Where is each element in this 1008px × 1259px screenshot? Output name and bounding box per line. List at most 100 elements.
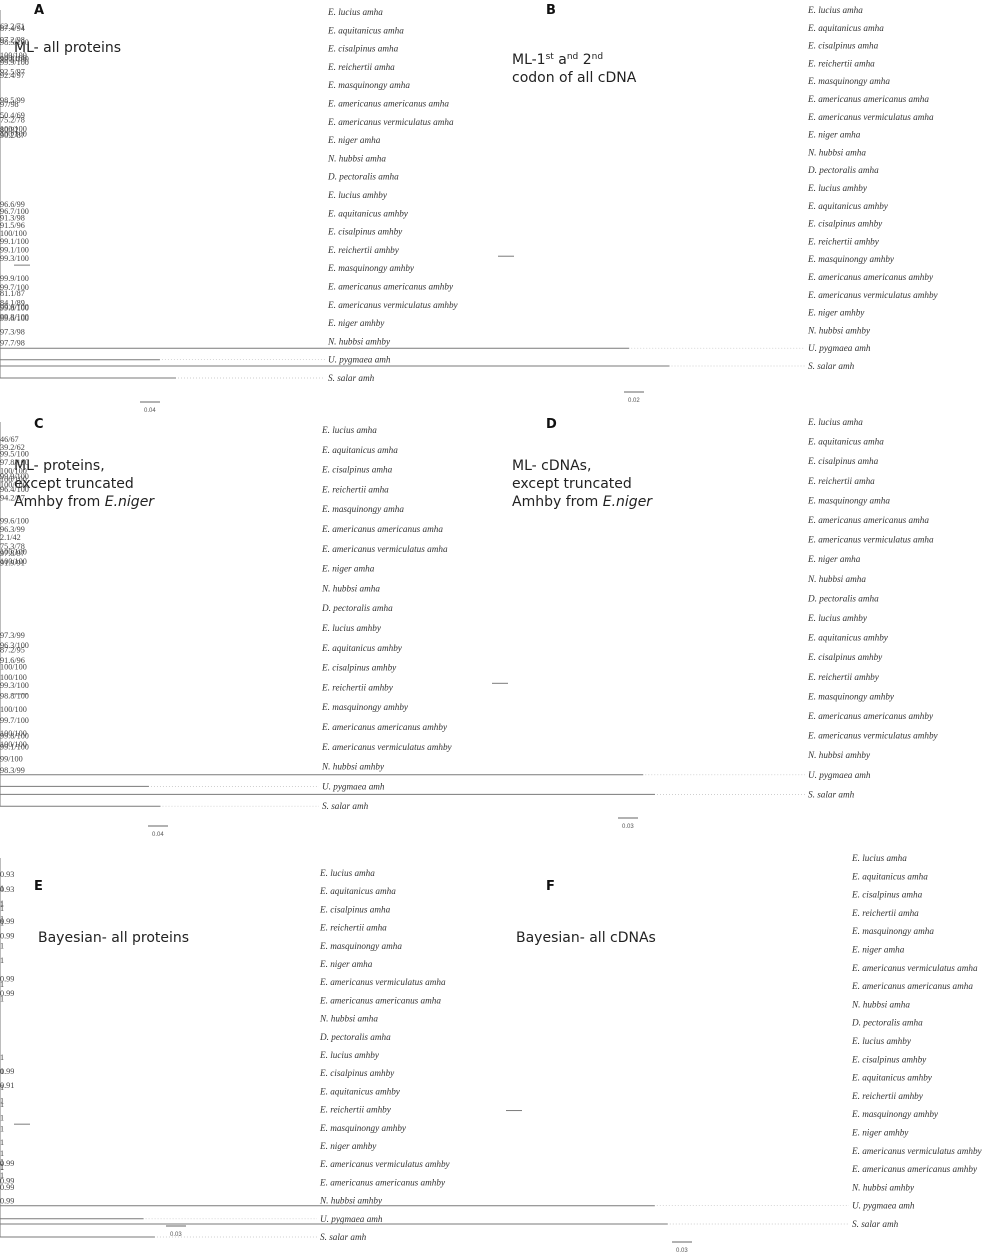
taxon-label: E. americanus vermiculatus amhby xyxy=(321,742,453,752)
support-value: 96.6/99 xyxy=(0,200,25,209)
panel-caption: ML- proteins, except truncated Amhby from … xyxy=(14,458,155,510)
support-value: 100/100 xyxy=(0,673,27,682)
taxon-label: E. aquitanicus amhby xyxy=(327,208,409,218)
caption-line: Amhby from xyxy=(512,494,603,510)
panel-a: A ML- all proteins E. lucius amha E. aquita… xyxy=(0,3,459,414)
taxon-label: E. lucius amhby xyxy=(851,1036,912,1046)
taxon-label: E. lucius amha xyxy=(807,417,863,427)
taxon-label: U. pygmaea amh xyxy=(808,343,871,353)
support-value: 1 xyxy=(0,994,4,1003)
support-value: 98.8/100 xyxy=(0,692,29,701)
taxon-label: N. hubbsi amha xyxy=(807,147,866,157)
taxon-label: E. cisalpinus amha xyxy=(319,904,391,914)
support-value: 99.9/100 xyxy=(0,58,29,67)
taxon-label: E. americanus americanus amha xyxy=(807,94,929,104)
support-value: 1 xyxy=(0,980,4,989)
support-value: 96.4/100 xyxy=(0,485,29,494)
taxon-label: E. cisalpinus amha xyxy=(807,41,879,51)
taxon-label: E. americanus americanus amhby xyxy=(807,272,934,282)
taxon-label: E. niger amhby xyxy=(319,1141,377,1151)
support-value: 1 xyxy=(0,1097,4,1106)
support-value: 100/100 xyxy=(0,548,27,557)
taxon-label: E. masquinongy amha xyxy=(807,495,890,505)
taxon-label: E. reichertii amhby xyxy=(807,236,880,246)
support-value: 100/100 xyxy=(0,705,27,714)
taxon-label: E. lucius amha xyxy=(321,425,377,435)
support-value: 99.8/100 xyxy=(0,304,29,313)
scale-bar-label: 0.02 xyxy=(628,398,640,404)
taxon-label: E. aquitanicus amhby xyxy=(321,643,403,653)
taxon-label: S. salar amh xyxy=(808,789,855,799)
caption-line: E. xyxy=(105,494,118,510)
taxon-label: E. masquinongy amha xyxy=(319,941,402,951)
taxon-label: S. salar amh xyxy=(320,1232,367,1242)
support-value: 0.99 xyxy=(0,932,14,941)
taxon-label: E. lucius amhby xyxy=(807,613,868,623)
taxon-label: E. niger amha xyxy=(327,135,381,145)
caption-line: except truncated xyxy=(512,476,632,492)
taxon-label: E. reichertii amhby xyxy=(851,1091,924,1101)
support-value: 92.4/97 xyxy=(0,71,25,80)
caption-line: Bayesian- all proteins xyxy=(38,930,189,946)
scale-bar-label: 0.03 xyxy=(622,824,634,830)
scale-bar-label: 0.03 xyxy=(170,1232,182,1238)
support-value: 0.99 xyxy=(0,1176,14,1185)
taxon-label: N. hubbsi amhby xyxy=(807,750,871,760)
support-value: 99.9/100 xyxy=(0,472,29,481)
taxon-label: N. hubbsi amhby xyxy=(327,336,391,346)
taxon-label: D. pectoralis amha xyxy=(319,1032,391,1042)
support-value: 99.1/100 xyxy=(0,237,29,246)
taxon-label: E. cisalpinus amha xyxy=(321,465,393,475)
taxon-label: D. pectoralis amha xyxy=(851,1018,923,1028)
support-value: 1 xyxy=(0,1138,4,1147)
taxon-label: E. lucius amha xyxy=(807,5,863,15)
taxon-label: E. aquitanicus amhby xyxy=(807,201,889,211)
support-value: 97/98 xyxy=(0,100,19,109)
support-value: 1 xyxy=(0,1158,4,1167)
support-value: 99.8/100 xyxy=(0,55,29,64)
taxon-label: E. americanus vermiculatus amhby xyxy=(851,1146,983,1156)
taxon-label: E. cisalpinus amhby xyxy=(807,652,883,662)
taxon-label: E. americanus americanus amhby xyxy=(327,282,454,292)
taxon-label: E. niger amhby xyxy=(807,308,865,318)
support-value: 0.99 xyxy=(0,1183,14,1192)
taxon-label: E. americanus vermiculatus amhby xyxy=(807,731,939,741)
support-value: 100/100 xyxy=(0,467,27,476)
support-value: 39.2/62 xyxy=(0,443,25,452)
panel-e: E Bayesian- all proteins E. lucius amha E. … xyxy=(0,868,451,1242)
taxon-label: E. aquitanicus amhby xyxy=(807,633,889,643)
support-value: 2.1/42 xyxy=(0,533,21,542)
support-value: 1 xyxy=(0,1149,4,1158)
taxon-label: E. americanus americanus amha xyxy=(851,981,973,991)
support-value: 0.93 xyxy=(0,870,14,879)
caption-line: E. xyxy=(603,494,616,510)
caption-line: ML- all proteins xyxy=(14,40,121,56)
caption-line: except truncated xyxy=(14,476,134,492)
taxon-label: E. americanus americanus amha xyxy=(321,524,443,534)
support-value: 50.4/69 xyxy=(0,111,25,120)
panel-caption: Bayesian- all cDNAs xyxy=(516,930,656,946)
support-value: 91.5/96 xyxy=(0,221,25,230)
taxon-label: S. salar amh xyxy=(808,361,855,371)
support-value: 1 xyxy=(0,1125,4,1134)
taxon-label: E. aquitanicus amha xyxy=(327,25,404,35)
taxon-label: E. niger amha xyxy=(807,130,861,140)
support-value: 96.3/99 xyxy=(0,525,25,534)
taxon-label: E. cisalpinus amhby xyxy=(851,1054,927,1064)
support-value: 0.99 xyxy=(0,1067,14,1076)
support-value: 0.99 xyxy=(0,917,14,926)
support-value: 75.2/78 xyxy=(0,116,25,125)
taxon-label: E. masquinongy amhby xyxy=(807,691,895,701)
panel-caption: Bayesian- all proteins xyxy=(38,930,189,946)
taxon-label: E. cisalpinus amha xyxy=(807,456,879,466)
support-value: 1 xyxy=(0,1163,4,1172)
support-value: 1 xyxy=(0,1083,4,1092)
taxon-label: E. cisalpinus amhby xyxy=(327,227,403,237)
support-value: 97.3/99 xyxy=(0,631,25,640)
taxon-label: E. niger amha xyxy=(807,554,861,564)
taxon-label: E. lucius amhby xyxy=(321,623,382,633)
support-value: 46/67 xyxy=(0,435,19,444)
support-value: 91.3/98 xyxy=(0,213,25,222)
support-value: 100/100 xyxy=(0,557,27,566)
support-value: 87.4/94 xyxy=(0,24,25,33)
